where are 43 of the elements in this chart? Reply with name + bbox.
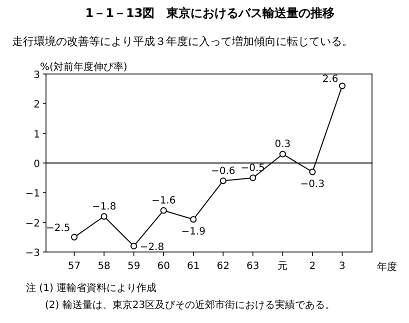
text: 注 (1) 運輸省資料により作成 xyxy=(26,282,157,294)
data-label: −1.6 xyxy=(151,195,176,206)
data-label: −1.9 xyxy=(181,226,206,238)
data-label: −2.5 xyxy=(46,223,70,234)
point xyxy=(338,82,346,90)
data-label: −1.8 xyxy=(92,201,116,212)
y-tick-label: 3 xyxy=(34,70,40,81)
y-axis-title: %(対前年度伸び率) xyxy=(40,61,128,73)
point xyxy=(220,178,226,184)
x-tick-label: 元 xyxy=(278,261,288,272)
point xyxy=(309,168,316,176)
x-tick-label: 57 xyxy=(68,261,81,272)
x-tick-label: 63 xyxy=(246,261,260,272)
data-label: −0.3 xyxy=(300,178,325,190)
data-label: −0.5 xyxy=(240,162,266,174)
y-tick-label: 0 xyxy=(34,159,40,170)
point xyxy=(70,234,78,240)
x-tick-label: 61 xyxy=(187,261,200,272)
y-tick-label: −3 xyxy=(25,248,40,259)
chart-subtitle: 走行環境の改善等により平成３年度に入って増加傾向に転じている。 xyxy=(12,35,353,48)
point xyxy=(160,207,167,214)
text: (2) 輸送量は、東京23区及びその近郊市街における実績である。 xyxy=(45,299,336,311)
point xyxy=(100,213,108,220)
point xyxy=(190,216,197,223)
x-tick-label: 62 xyxy=(216,261,230,272)
y-tick-label: −2 xyxy=(25,218,40,230)
data-label: −0.6 xyxy=(210,166,236,177)
x-tick-label: 60 xyxy=(157,261,170,272)
x-tick-label: 2 xyxy=(309,261,316,272)
y-tick-label: 1 xyxy=(34,129,40,140)
x-axis-title: 年度 xyxy=(377,261,397,273)
x-tick-label: 59 xyxy=(127,261,140,272)
y-tick-label: −1 xyxy=(25,188,40,200)
data-label: 2.6 xyxy=(322,74,338,85)
y-tick-label: 2 xyxy=(34,100,40,111)
data-label: −2.8 xyxy=(140,242,164,254)
chart-title: 1－1－13図 東京におけるバス輸送量の推移 xyxy=(85,6,335,20)
point xyxy=(250,174,256,182)
x-tick-label: 58 xyxy=(98,261,110,272)
point xyxy=(130,242,138,250)
x-tick-label: 3 xyxy=(339,261,346,272)
point xyxy=(279,150,286,158)
data-label: 0.3 xyxy=(274,139,291,150)
